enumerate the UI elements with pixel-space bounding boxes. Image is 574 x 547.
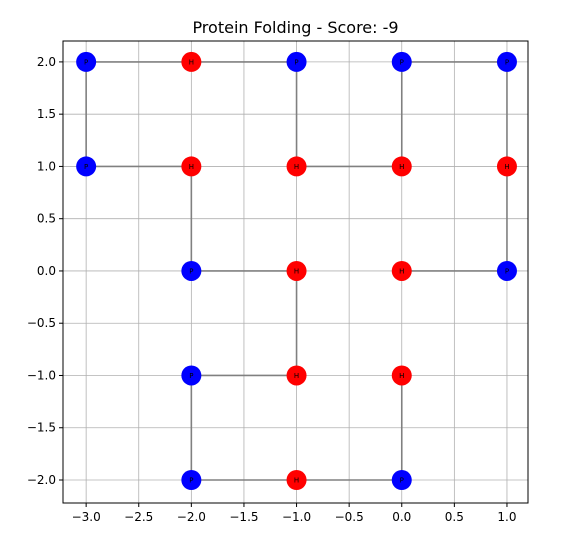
y-tick-label-3: −0.5 bbox=[27, 316, 56, 330]
residue-point-18 bbox=[496, 260, 517, 281]
y-tick-label-5: 0.5 bbox=[37, 212, 56, 226]
residue-label-8: H bbox=[189, 163, 194, 171]
x-tick-label-2: −2.0 bbox=[177, 510, 206, 524]
residue-point-8 bbox=[181, 156, 202, 177]
y-tick-label-7: 1.5 bbox=[37, 107, 56, 121]
x-tick-label-0: −3.0 bbox=[72, 510, 101, 524]
residue-label-0: H bbox=[399, 372, 404, 380]
residue-label-5: H bbox=[294, 372, 299, 380]
residue-point-1 bbox=[391, 470, 412, 491]
residue-point-11 bbox=[181, 51, 202, 72]
x-tick-label-5: −0.5 bbox=[335, 510, 364, 524]
residue-label-13: H bbox=[294, 163, 299, 171]
y-axis-ticks: −2.0 −1.5 −1.0 −0.5 0.0 0.5 1.0 1.5 2.0 bbox=[27, 55, 63, 487]
plot-frame bbox=[62, 40, 529, 504]
residue-label-9: P bbox=[84, 163, 88, 171]
y-tick-label-1: −1.5 bbox=[27, 421, 56, 435]
residue-label-19: H bbox=[399, 267, 404, 275]
x-tick-label-8: 1.0 bbox=[497, 510, 516, 524]
x-tick-label-7: 0.5 bbox=[445, 510, 464, 524]
residue-point-16 bbox=[496, 51, 517, 72]
residue-label-2: H bbox=[294, 477, 299, 485]
residue-point-17 bbox=[496, 156, 517, 177]
residue-label-14: H bbox=[399, 163, 404, 171]
residue-label-17: H bbox=[504, 163, 509, 171]
residue-label-12: P bbox=[294, 58, 298, 66]
residue-point-14 bbox=[391, 156, 412, 177]
residue-label-4: P bbox=[189, 372, 193, 380]
x-tick-label-6: 0.0 bbox=[392, 510, 411, 524]
residue-label-3: P bbox=[189, 477, 193, 485]
y-tick-label-8: 2.0 bbox=[37, 55, 56, 69]
chain-bonds bbox=[85, 61, 508, 481]
x-tick-label-1: −2.5 bbox=[124, 510, 153, 524]
residue-point-0 bbox=[391, 365, 412, 386]
residue-point-13 bbox=[286, 156, 307, 177]
residue-point-10 bbox=[76, 51, 97, 72]
residue-point-15 bbox=[391, 51, 412, 72]
residue-point-4 bbox=[181, 365, 202, 386]
residue-label-1: P bbox=[400, 477, 404, 485]
y-tick-label-0: −2.0 bbox=[27, 473, 56, 487]
y-tick-label-6: 1.0 bbox=[37, 159, 56, 173]
residue-point-19 bbox=[391, 260, 412, 281]
axes-frame bbox=[62, 40, 529, 504]
x-tick-label-4: −1.0 bbox=[282, 510, 311, 524]
y-tick-label-2: −1.0 bbox=[27, 368, 56, 382]
x-tick-label-3: −1.5 bbox=[229, 510, 258, 524]
chart-title: Protein Folding - Score: -9 bbox=[192, 18, 398, 37]
residue-label-6: H bbox=[294, 267, 299, 275]
residue-point-9 bbox=[76, 156, 97, 177]
residue-point-6 bbox=[286, 260, 307, 281]
y-tick-label-4: 0.0 bbox=[37, 264, 56, 278]
residue-label-15: P bbox=[400, 58, 404, 66]
residue-point-2 bbox=[286, 470, 307, 491]
residue-label-16: P bbox=[505, 58, 509, 66]
x-axis-ticks: −3.0 −2.5 −2.0 −1.5 −1.0 −0.5 0.0 0.5 1.0 bbox=[72, 503, 517, 524]
residue-points: H P H P P H H P H P P H P H H P P H P H bbox=[76, 51, 517, 491]
residue-point-7 bbox=[181, 260, 202, 281]
residue-label-10: P bbox=[84, 58, 88, 66]
residue-point-12 bbox=[286, 51, 307, 72]
residue-point-5 bbox=[286, 365, 307, 386]
residue-label-11: H bbox=[189, 58, 194, 66]
residue-point-3 bbox=[181, 470, 202, 491]
residue-label-7: P bbox=[189, 267, 193, 275]
residue-label-18: P bbox=[505, 267, 509, 275]
